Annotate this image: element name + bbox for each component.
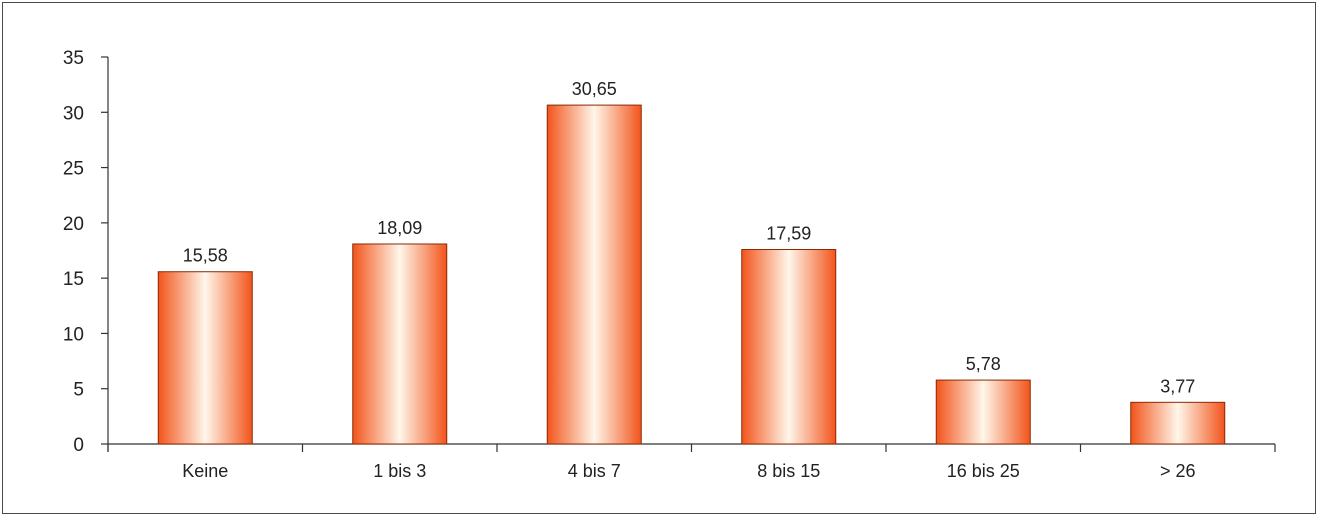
x-tick-label: 16 bis 25 xyxy=(947,461,1020,481)
x-tick-label: 8 bis 15 xyxy=(757,461,820,481)
y-tick-label: 15 xyxy=(63,269,84,290)
bar xyxy=(352,243,448,445)
y-tick-label: 5 xyxy=(73,380,84,401)
y-axis: 0 5 10 15 20 25 30 35 xyxy=(63,48,109,456)
bar xyxy=(1130,401,1226,445)
y-tick-label: 30 xyxy=(63,103,84,124)
bar xyxy=(741,249,837,445)
y-tick-label: 25 xyxy=(63,159,84,180)
data-label: 5,78 xyxy=(966,354,1001,374)
data-label: 15,58 xyxy=(183,246,228,266)
bar xyxy=(935,379,1031,445)
x-tick-label: 4 bis 7 xyxy=(568,461,621,481)
bar xyxy=(546,104,642,445)
bars: 15,58 18,09 30,65 17,59 5,78 3,77 xyxy=(157,79,1226,445)
y-tick-label: 0 xyxy=(73,435,84,456)
x-tick-label: 1 bis 3 xyxy=(373,461,426,481)
data-label: 18,09 xyxy=(377,218,422,238)
data-label: 30,65 xyxy=(572,79,617,99)
bar xyxy=(157,271,253,445)
data-label: 3,77 xyxy=(1160,376,1195,396)
x-tick-label: Keine xyxy=(182,461,228,481)
x-tick-label: > 26 xyxy=(1160,461,1196,481)
y-tick-label: 35 xyxy=(63,48,84,69)
y-tick-label: 10 xyxy=(63,324,84,345)
data-label: 17,59 xyxy=(766,224,811,244)
x-axis: Keine 1 bis 3 4 bis 7 8 bis 15 16 bis 25 > 26 xyxy=(107,443,1276,481)
y-tick-label: 20 xyxy=(63,214,84,235)
